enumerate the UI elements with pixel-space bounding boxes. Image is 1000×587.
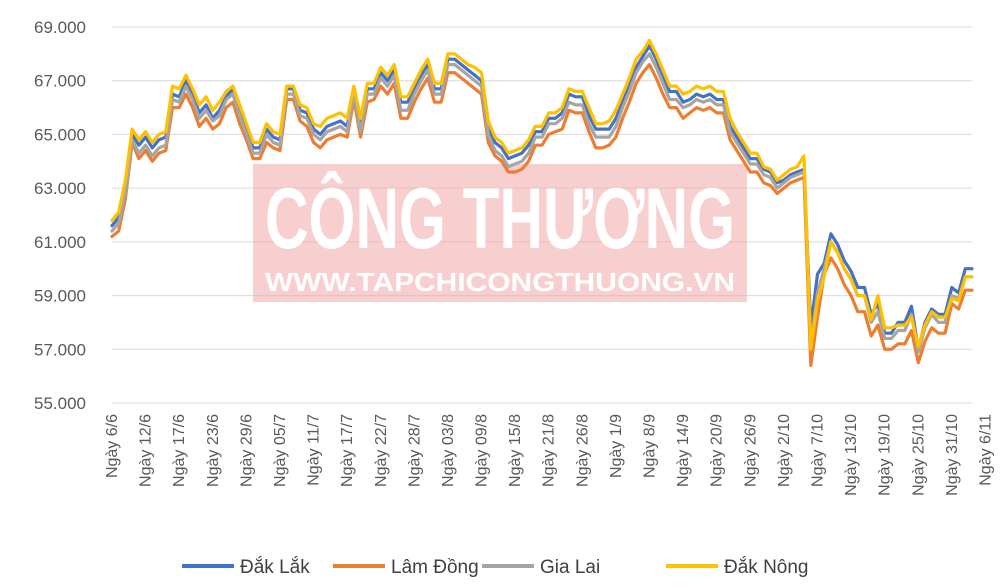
x-tick-label: Ngày 14/9 xyxy=(675,414,692,487)
y-tick-label: 69.000 xyxy=(34,18,86,37)
y-tick-label: 63.000 xyxy=(34,179,86,198)
x-tick-label: Ngày 26/8 xyxy=(574,414,591,487)
x-tick-label: Ngày 25/10 xyxy=(910,414,927,496)
x-tick-label: Ngày 20/9 xyxy=(709,414,726,487)
y-axis-tick-labels: 55.000 57.000 59.000 61.000 63.000 65.000 67.0… xyxy=(34,18,86,413)
legend-label: Gia Lai xyxy=(540,557,600,578)
x-tick-label: Ngày 2/10 xyxy=(776,414,793,487)
legend: Đắk Lắk Lâm Đồng Gia Lai Đắk Nông xyxy=(182,556,809,578)
watermark: CÔNG THƯƠNG WWW.TAPCHICONGTHUONG.VN xyxy=(253,164,747,302)
legend-label: Đắk Lắk xyxy=(240,556,310,578)
series-line xyxy=(110,38,974,351)
x-tick-label: Ngày 15/8 xyxy=(507,414,524,487)
legend-label: Đắk Nông xyxy=(724,556,809,578)
x-tick-label: Ngày 26/9 xyxy=(742,414,759,487)
x-tick-label: Ngày 6/6 xyxy=(104,414,121,478)
watermark-url: WWW.TAPCHICONGTHUONG.VN xyxy=(265,267,735,297)
x-tick-label: Ngày 03/8 xyxy=(440,414,457,487)
x-tick-label: Ngày 29/6 xyxy=(238,414,255,487)
series-line xyxy=(110,44,974,351)
x-tick-label: Ngày 09/8 xyxy=(474,414,491,487)
x-tick-label: Ngày 6/11 xyxy=(977,414,994,486)
x-tick-label: Ngày 8/9 xyxy=(642,414,659,478)
x-tick-label: Ngày 7/10 xyxy=(809,414,826,487)
x-tick-label: Ngày 13/10 xyxy=(843,414,860,496)
x-tick-label: Ngày 17/6 xyxy=(171,414,188,487)
x-tick-label: Ngày 21/8 xyxy=(541,414,558,487)
x-tick-label: Ngày 11/7 xyxy=(306,414,323,486)
x-tick-label: Ngày 17/7 xyxy=(339,414,356,487)
y-tick-label: 67.000 xyxy=(34,72,86,91)
series-line xyxy=(110,62,974,367)
x-tick-label: Ngày 1/9 xyxy=(608,414,625,478)
y-tick-label: 65.000 xyxy=(34,125,86,144)
y-tick-label: 55.000 xyxy=(34,394,86,413)
x-tick-label: Ngày 05/7 xyxy=(272,414,289,487)
x-axis-tick-labels: Ngày 6/6 Ngày 12/6 Ngày 17/6 Ngày 23/6 Ngày … xyxy=(104,414,994,496)
x-tick-label: Ngày 12/6 xyxy=(138,414,155,487)
x-tick-label: Ngày 22/7 xyxy=(373,414,390,487)
y-tick-label: 61.000 xyxy=(34,233,86,252)
y-tick-label: 57.000 xyxy=(34,340,86,359)
x-tick-label: Ngày 19/10 xyxy=(877,414,894,496)
series-lines xyxy=(110,38,974,367)
x-tick-label: Ngày 28/7 xyxy=(406,414,423,487)
watermark-title: CÔNG THƯƠNG xyxy=(265,171,735,267)
watermark-background xyxy=(253,164,747,302)
x-tick-label: Ngày 23/6 xyxy=(205,414,222,487)
legend-label: Lâm Đồng xyxy=(391,557,479,578)
x-tick-label: Ngày 31/10 xyxy=(944,414,961,496)
y-tick-label: 59.000 xyxy=(34,287,86,306)
